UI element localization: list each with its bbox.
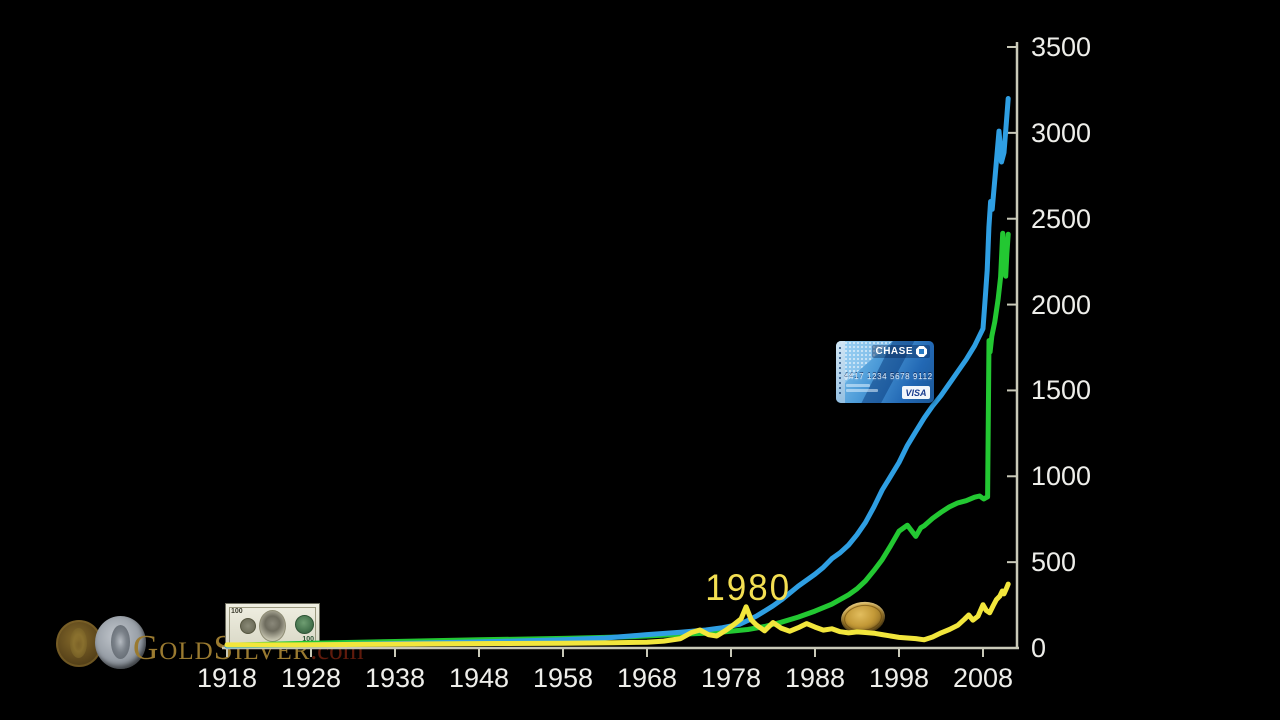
card-detail-line	[846, 389, 878, 392]
gold-coin-icon	[56, 620, 102, 667]
y-axis-tick-label: 1500	[1031, 375, 1092, 406]
silver-coin-icon	[95, 616, 146, 669]
chase-credit-card-image: CHASE 4417 1234 5678 9112 VISA	[836, 341, 934, 403]
x-axis-tick-label: 1978	[700, 663, 762, 693]
y-axis-tick-label: 3000	[1031, 117, 1092, 148]
bill-franklin-portrait	[259, 610, 286, 642]
bill-left-seal	[240, 618, 256, 634]
y-axis-tick-label: 2500	[1031, 203, 1092, 234]
visa-logo: VISA	[902, 386, 930, 399]
green-series-line	[224, 230, 1011, 648]
card-brand-row: CHASE	[872, 345, 930, 358]
card-brand-label: CHASE	[875, 346, 913, 357]
x-axis-tick-label: 1918	[196, 663, 258, 693]
y-axis-tick-label: 0	[1031, 633, 1047, 663]
x-axis-tick-label: 1988	[784, 663, 846, 693]
card-detail-line	[846, 384, 870, 387]
x-axis-tick-label: 1928	[280, 663, 342, 693]
card-left-edge-strip	[836, 341, 845, 403]
x-axis-tick-label: 1938	[364, 663, 426, 693]
bill-denomination: 100	[231, 608, 243, 615]
x-axis-tick-label: 2008	[952, 663, 1014, 693]
x-axis-tick-label: 1968	[616, 663, 678, 693]
bill-green-seal	[295, 615, 314, 634]
chase-octagon-icon	[916, 346, 927, 357]
y-axis-tick-label: 3500	[1031, 32, 1092, 62]
bill-denomination: 100	[302, 636, 314, 643]
card-number: 4417 1234 5678 9112	[844, 372, 933, 381]
yellow-series-line	[224, 581, 1011, 648]
annotation-1980: 1980	[705, 567, 792, 608]
x-axis-tick-label: 1998	[868, 663, 930, 693]
x-axis-tick-label: 1958	[532, 663, 594, 693]
x-axis-tick-label: 1948	[448, 663, 510, 693]
y-axis-tick-label: 500	[1031, 547, 1077, 578]
y-axis-tick-label: 2000	[1031, 289, 1092, 320]
hundred-dollar-bill-image: 100 100	[225, 603, 320, 648]
y-axis-tick-label: 1000	[1031, 461, 1092, 492]
